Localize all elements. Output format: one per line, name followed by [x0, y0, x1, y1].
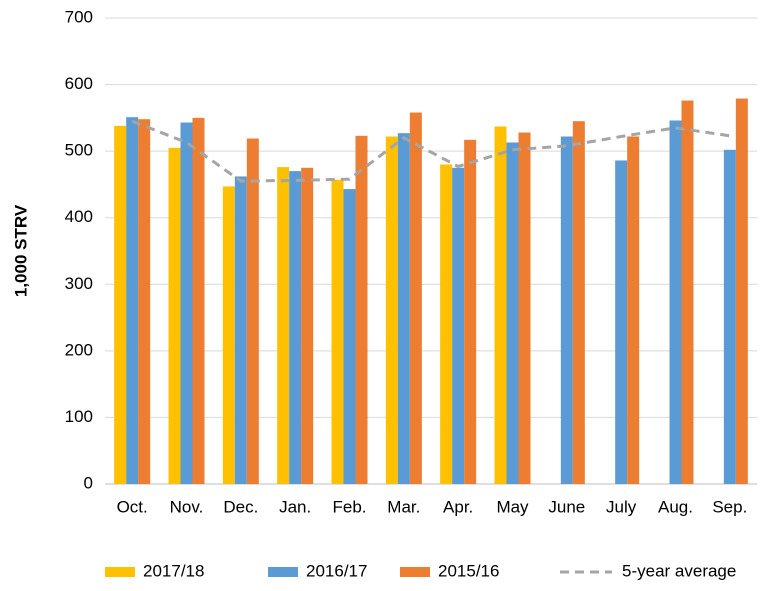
bar: [409, 112, 422, 484]
bar: [669, 120, 682, 485]
average-line: [131, 119, 731, 183]
legend-label: 2015/16: [438, 561, 499, 580]
x-tick-label: Nov.: [170, 497, 204, 516]
bar: [246, 138, 259, 484]
legend-swatch: [268, 567, 298, 577]
bar: [452, 167, 465, 485]
bar: [180, 122, 193, 484]
bar: [723, 149, 736, 484]
bar: [114, 125, 127, 485]
x-tick-label: Dec.: [223, 497, 258, 516]
x-tick-label: Jan.: [279, 497, 311, 516]
y-tick-label: 500: [65, 141, 93, 160]
x-tick-label: Apr.: [443, 497, 473, 516]
x-tick-label: Aug.: [658, 497, 693, 516]
legend-swatch: [105, 567, 135, 577]
y-axis-label: 1,000 STRV: [11, 204, 30, 297]
bar: [343, 189, 356, 485]
bar: [681, 100, 694, 484]
y-tick-label: 700: [65, 7, 93, 26]
y-tick-label: 100: [65, 407, 93, 426]
x-tick-label: Feb.: [332, 497, 366, 516]
bar: [222, 186, 235, 484]
y-tick-label: 400: [65, 207, 93, 226]
bar: [572, 121, 585, 484]
legend-label: 5-year average: [622, 561, 736, 580]
y-tick-label: 200: [65, 340, 93, 359]
bar: [385, 136, 398, 485]
bar: [494, 126, 507, 485]
x-tick-label: July: [606, 497, 637, 516]
bar: [168, 147, 181, 485]
y-tick-label: 0: [84, 473, 93, 492]
bar: [735, 98, 748, 485]
bar: [355, 135, 368, 484]
bar: [331, 179, 344, 485]
bar: [464, 139, 477, 484]
bar: [560, 136, 573, 485]
x-tick-label: Sep.: [712, 497, 747, 516]
bar: [234, 176, 247, 484]
bar: [506, 142, 519, 484]
bar: [126, 117, 139, 484]
y-tick-label: 300: [65, 274, 93, 293]
bar: [301, 167, 314, 485]
x-tick-label: May: [496, 497, 529, 516]
legend-label: 2016/17: [306, 561, 367, 580]
bar: [615, 160, 628, 484]
y-tick-label: 600: [65, 74, 93, 93]
x-tick-label: Oct.: [117, 497, 148, 516]
bar: [277, 167, 290, 484]
x-tick-label: June: [548, 497, 585, 516]
legend-label: 2017/18: [143, 561, 204, 580]
bar: [289, 171, 302, 484]
bar: [440, 164, 453, 484]
legend-swatch: [400, 567, 430, 577]
bar: [627, 136, 640, 485]
bar: [518, 132, 531, 484]
bar: [397, 133, 410, 484]
bar: [192, 117, 205, 484]
bar: [138, 119, 151, 484]
x-tick-label: Mar.: [387, 497, 420, 516]
